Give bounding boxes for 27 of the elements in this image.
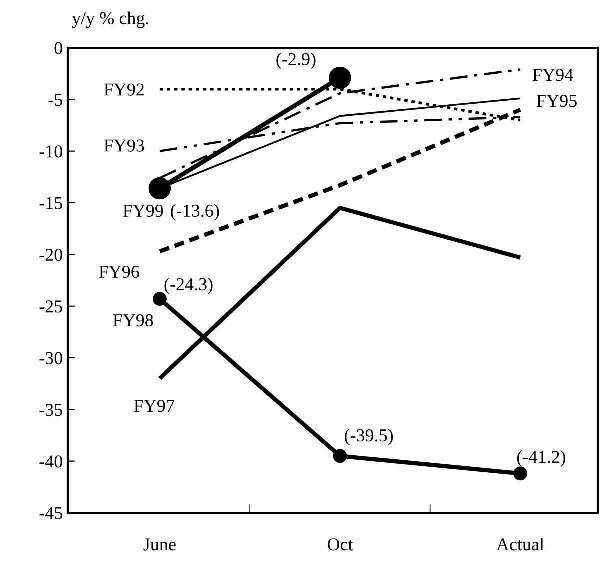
y-tick-label: -45: [40, 507, 62, 520]
series-label: FY95: [537, 95, 577, 108]
y-axis-title: y/y % chg.: [72, 12, 149, 28]
data-label: (-41.2): [517, 450, 566, 467]
data-label: (-39.5): [345, 428, 394, 446]
data-label: (-13.6): [171, 204, 220, 221]
y-tick-label: -35: [40, 404, 62, 416]
y-tick-label: -20: [40, 248, 62, 262]
data-label: (-2.9): [276, 52, 316, 70]
y-tick-label: -5: [48, 94, 62, 106]
series-label: FY94: [533, 69, 574, 82]
x-tick-label: June: [144, 538, 176, 551]
x-tick-label: Actual: [496, 538, 544, 551]
series-label: FY97: [134, 400, 174, 412]
y-tick-label: -10: [40, 146, 62, 158]
y-tick-label: -25: [40, 300, 62, 313]
series-label: FY93: [104, 140, 144, 152]
series-label: FY99: [123, 204, 164, 218]
series-label: FY92: [104, 84, 144, 96]
y-tick-label: -15: [40, 197, 62, 210]
data-label: (-24.3): [164, 278, 213, 294]
x-tick-label: Oct: [328, 538, 354, 551]
series-label: FY96: [99, 266, 140, 278]
y-tick-label: -40: [40, 456, 62, 468]
y-tick-label: -30: [40, 352, 62, 364]
y-tick-label: 0: [54, 42, 62, 54]
series-label: FY98: [113, 314, 154, 327]
